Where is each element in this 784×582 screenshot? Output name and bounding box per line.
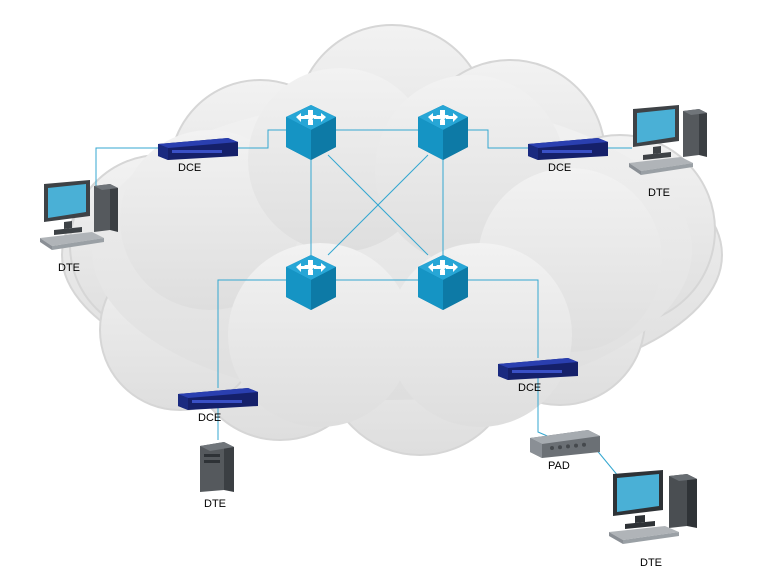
dce-label: DCE: [178, 162, 201, 174]
dce-label: DCE: [548, 162, 571, 174]
pad-label: PAD: [548, 460, 570, 472]
dte-label: DTE: [204, 498, 226, 510]
dce-label: DCE: [518, 382, 541, 394]
dce-label: DCE: [198, 412, 221, 424]
switch-icon: [418, 105, 468, 160]
dte-label: DTE: [640, 557, 662, 569]
dce-icon: [158, 138, 238, 160]
dce-icon: [498, 358, 578, 380]
diagram-canvas: DCE DCE DCE DCE PAD: [0, 0, 784, 582]
switch-icon: [418, 255, 468, 310]
dte-pc-icon: [625, 105, 725, 185]
dce-icon: [178, 388, 258, 410]
switch-icon: [286, 255, 336, 310]
dce-icon: [528, 138, 608, 160]
switch-icon: [286, 105, 336, 160]
dte-label: DTE: [648, 187, 670, 199]
dte-pc-icon: [605, 470, 715, 555]
dte-tower-icon: [198, 440, 238, 496]
cloud: [62, 25, 722, 455]
dte-pc-icon: [36, 180, 136, 260]
dte-label: DTE: [58, 262, 80, 274]
pad-icon: [530, 430, 600, 458]
